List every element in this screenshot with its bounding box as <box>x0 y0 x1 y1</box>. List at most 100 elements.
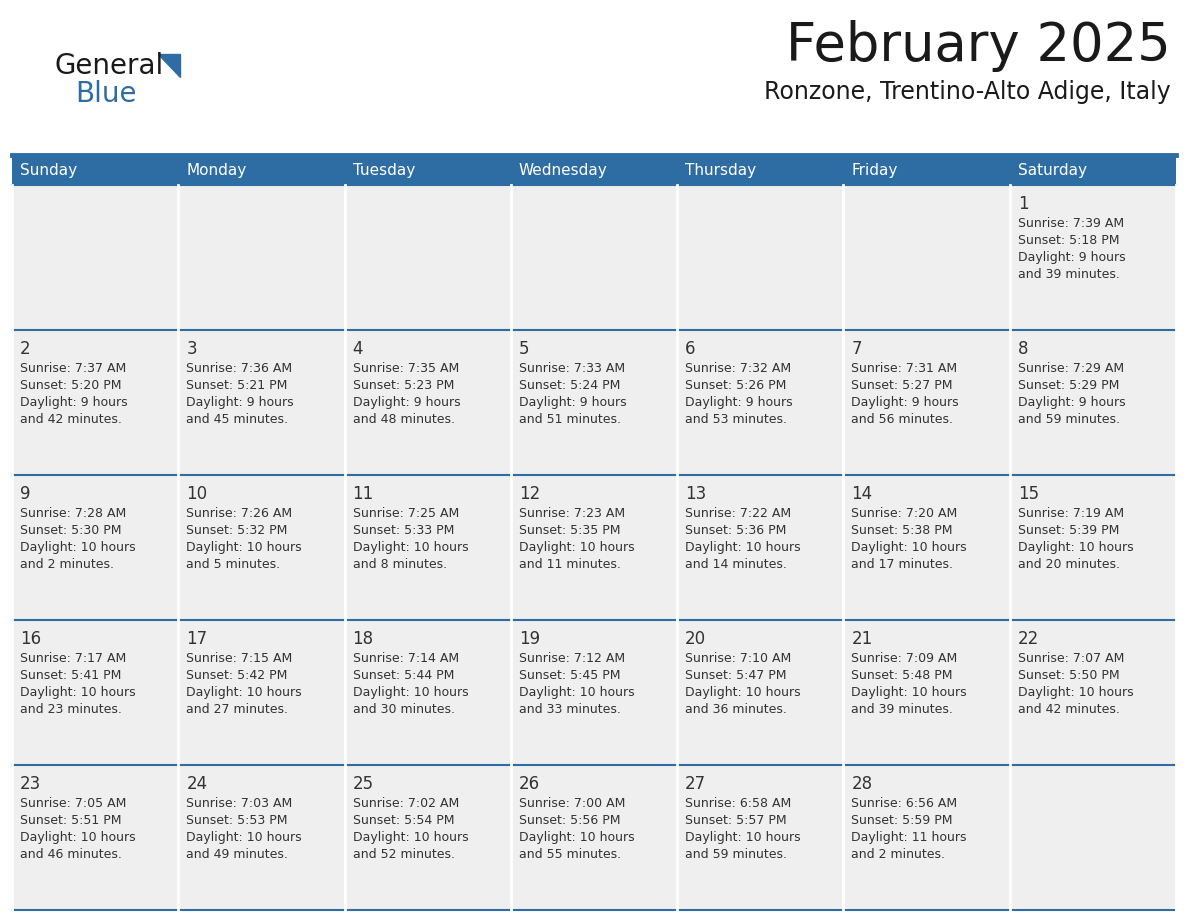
Text: Monday: Monday <box>187 162 247 177</box>
Text: Daylight: 10 hours: Daylight: 10 hours <box>685 686 801 699</box>
Bar <box>1010 330 1176 475</box>
Text: and 30 minutes.: and 30 minutes. <box>353 703 455 716</box>
Text: 7: 7 <box>852 340 862 358</box>
Bar <box>345 620 511 765</box>
Text: and 2 minutes.: and 2 minutes. <box>852 848 946 861</box>
Bar <box>1010 765 1176 910</box>
Text: 13: 13 <box>685 485 707 503</box>
Text: Sunrise: 7:33 AM: Sunrise: 7:33 AM <box>519 362 625 375</box>
Bar <box>511 620 677 765</box>
Text: Daylight: 10 hours: Daylight: 10 hours <box>519 831 634 844</box>
Text: Sunrise: 7:15 AM: Sunrise: 7:15 AM <box>187 652 292 665</box>
Text: Daylight: 9 hours: Daylight: 9 hours <box>685 396 792 409</box>
Text: Daylight: 10 hours: Daylight: 10 hours <box>1018 541 1133 554</box>
Text: and 33 minutes.: and 33 minutes. <box>519 703 621 716</box>
Text: 4: 4 <box>353 340 364 358</box>
Text: Sunrise: 6:58 AM: Sunrise: 6:58 AM <box>685 797 791 810</box>
Text: and 36 minutes.: and 36 minutes. <box>685 703 786 716</box>
Text: Daylight: 9 hours: Daylight: 9 hours <box>20 396 127 409</box>
Bar <box>345 185 511 330</box>
Bar <box>12 185 178 330</box>
Text: Sunrise: 7:17 AM: Sunrise: 7:17 AM <box>20 652 126 665</box>
Text: 1: 1 <box>1018 195 1029 213</box>
Text: Sunrise: 6:56 AM: Sunrise: 6:56 AM <box>852 797 958 810</box>
Text: Sunset: 5:48 PM: Sunset: 5:48 PM <box>852 669 953 682</box>
Text: Sunset: 5:44 PM: Sunset: 5:44 PM <box>353 669 454 682</box>
Text: Sunset: 5:53 PM: Sunset: 5:53 PM <box>187 814 287 827</box>
Text: Sunrise: 7:36 AM: Sunrise: 7:36 AM <box>187 362 292 375</box>
Text: and 39 minutes.: and 39 minutes. <box>852 703 953 716</box>
Text: Sunrise: 7:19 AM: Sunrise: 7:19 AM <box>1018 507 1124 520</box>
Text: Sunrise: 7:03 AM: Sunrise: 7:03 AM <box>187 797 292 810</box>
Bar <box>12 330 178 475</box>
Text: Daylight: 9 hours: Daylight: 9 hours <box>1018 251 1125 264</box>
Text: Sunrise: 7:09 AM: Sunrise: 7:09 AM <box>852 652 958 665</box>
Bar <box>843 185 1010 330</box>
Text: Sunset: 5:39 PM: Sunset: 5:39 PM <box>1018 524 1119 537</box>
Text: Sunrise: 7:02 AM: Sunrise: 7:02 AM <box>353 797 459 810</box>
Bar <box>178 185 345 330</box>
Text: 2: 2 <box>20 340 31 358</box>
Text: Sunrise: 7:32 AM: Sunrise: 7:32 AM <box>685 362 791 375</box>
Bar <box>511 475 677 620</box>
Text: 28: 28 <box>852 775 872 793</box>
Text: Sunset: 5:41 PM: Sunset: 5:41 PM <box>20 669 121 682</box>
Bar <box>345 765 511 910</box>
Bar <box>677 330 843 475</box>
Text: Sunrise: 7:35 AM: Sunrise: 7:35 AM <box>353 362 459 375</box>
Text: and 56 minutes.: and 56 minutes. <box>852 413 954 426</box>
Text: Sunrise: 7:23 AM: Sunrise: 7:23 AM <box>519 507 625 520</box>
Text: Ronzone, Trentino-Alto Adige, Italy: Ronzone, Trentino-Alto Adige, Italy <box>764 80 1171 104</box>
Text: Daylight: 10 hours: Daylight: 10 hours <box>20 541 135 554</box>
Text: Sunset: 5:18 PM: Sunset: 5:18 PM <box>1018 234 1119 247</box>
Text: 16: 16 <box>20 630 42 648</box>
Text: 14: 14 <box>852 485 872 503</box>
Bar <box>178 620 345 765</box>
Bar <box>677 765 843 910</box>
Text: and 59 minutes.: and 59 minutes. <box>685 848 788 861</box>
Text: Sunset: 5:30 PM: Sunset: 5:30 PM <box>20 524 121 537</box>
Text: 25: 25 <box>353 775 374 793</box>
Bar <box>843 330 1010 475</box>
Text: Daylight: 10 hours: Daylight: 10 hours <box>1018 686 1133 699</box>
Text: Sunrise: 7:28 AM: Sunrise: 7:28 AM <box>20 507 126 520</box>
Text: Sunrise: 7:07 AM: Sunrise: 7:07 AM <box>1018 652 1124 665</box>
Text: and 14 minutes.: and 14 minutes. <box>685 558 786 571</box>
Text: and 23 minutes.: and 23 minutes. <box>20 703 122 716</box>
Text: February 2025: February 2025 <box>786 20 1171 72</box>
Text: Sunset: 5:24 PM: Sunset: 5:24 PM <box>519 379 620 392</box>
Text: Sunset: 5:45 PM: Sunset: 5:45 PM <box>519 669 620 682</box>
Text: Sunset: 5:33 PM: Sunset: 5:33 PM <box>353 524 454 537</box>
Text: Sunset: 5:47 PM: Sunset: 5:47 PM <box>685 669 786 682</box>
Bar <box>677 185 843 330</box>
Text: Sunset: 5:59 PM: Sunset: 5:59 PM <box>852 814 953 827</box>
Text: and 55 minutes.: and 55 minutes. <box>519 848 621 861</box>
Text: and 20 minutes.: and 20 minutes. <box>1018 558 1120 571</box>
Text: General: General <box>55 52 164 80</box>
Text: Daylight: 11 hours: Daylight: 11 hours <box>852 831 967 844</box>
Text: Sunrise: 7:12 AM: Sunrise: 7:12 AM <box>519 652 625 665</box>
Text: 22: 22 <box>1018 630 1040 648</box>
Text: 12: 12 <box>519 485 541 503</box>
Text: and 48 minutes.: and 48 minutes. <box>353 413 455 426</box>
Text: Sunset: 5:21 PM: Sunset: 5:21 PM <box>187 379 287 392</box>
Text: 21: 21 <box>852 630 873 648</box>
Text: 5: 5 <box>519 340 530 358</box>
Text: Daylight: 9 hours: Daylight: 9 hours <box>353 396 460 409</box>
Text: 27: 27 <box>685 775 707 793</box>
Text: Daylight: 10 hours: Daylight: 10 hours <box>852 686 967 699</box>
Text: Wednesday: Wednesday <box>519 162 607 177</box>
Text: Daylight: 10 hours: Daylight: 10 hours <box>20 686 135 699</box>
Text: and 5 minutes.: and 5 minutes. <box>187 558 280 571</box>
Text: Sunset: 5:23 PM: Sunset: 5:23 PM <box>353 379 454 392</box>
Text: Daylight: 10 hours: Daylight: 10 hours <box>852 541 967 554</box>
Text: Sunrise: 7:26 AM: Sunrise: 7:26 AM <box>187 507 292 520</box>
Text: and 39 minutes.: and 39 minutes. <box>1018 268 1119 281</box>
Bar <box>12 475 178 620</box>
Bar <box>511 765 677 910</box>
Text: Sunrise: 7:05 AM: Sunrise: 7:05 AM <box>20 797 126 810</box>
Text: Sunrise: 7:25 AM: Sunrise: 7:25 AM <box>353 507 459 520</box>
Text: Sunrise: 7:14 AM: Sunrise: 7:14 AM <box>353 652 459 665</box>
Text: Sunset: 5:35 PM: Sunset: 5:35 PM <box>519 524 620 537</box>
Text: Daylight: 10 hours: Daylight: 10 hours <box>353 686 468 699</box>
